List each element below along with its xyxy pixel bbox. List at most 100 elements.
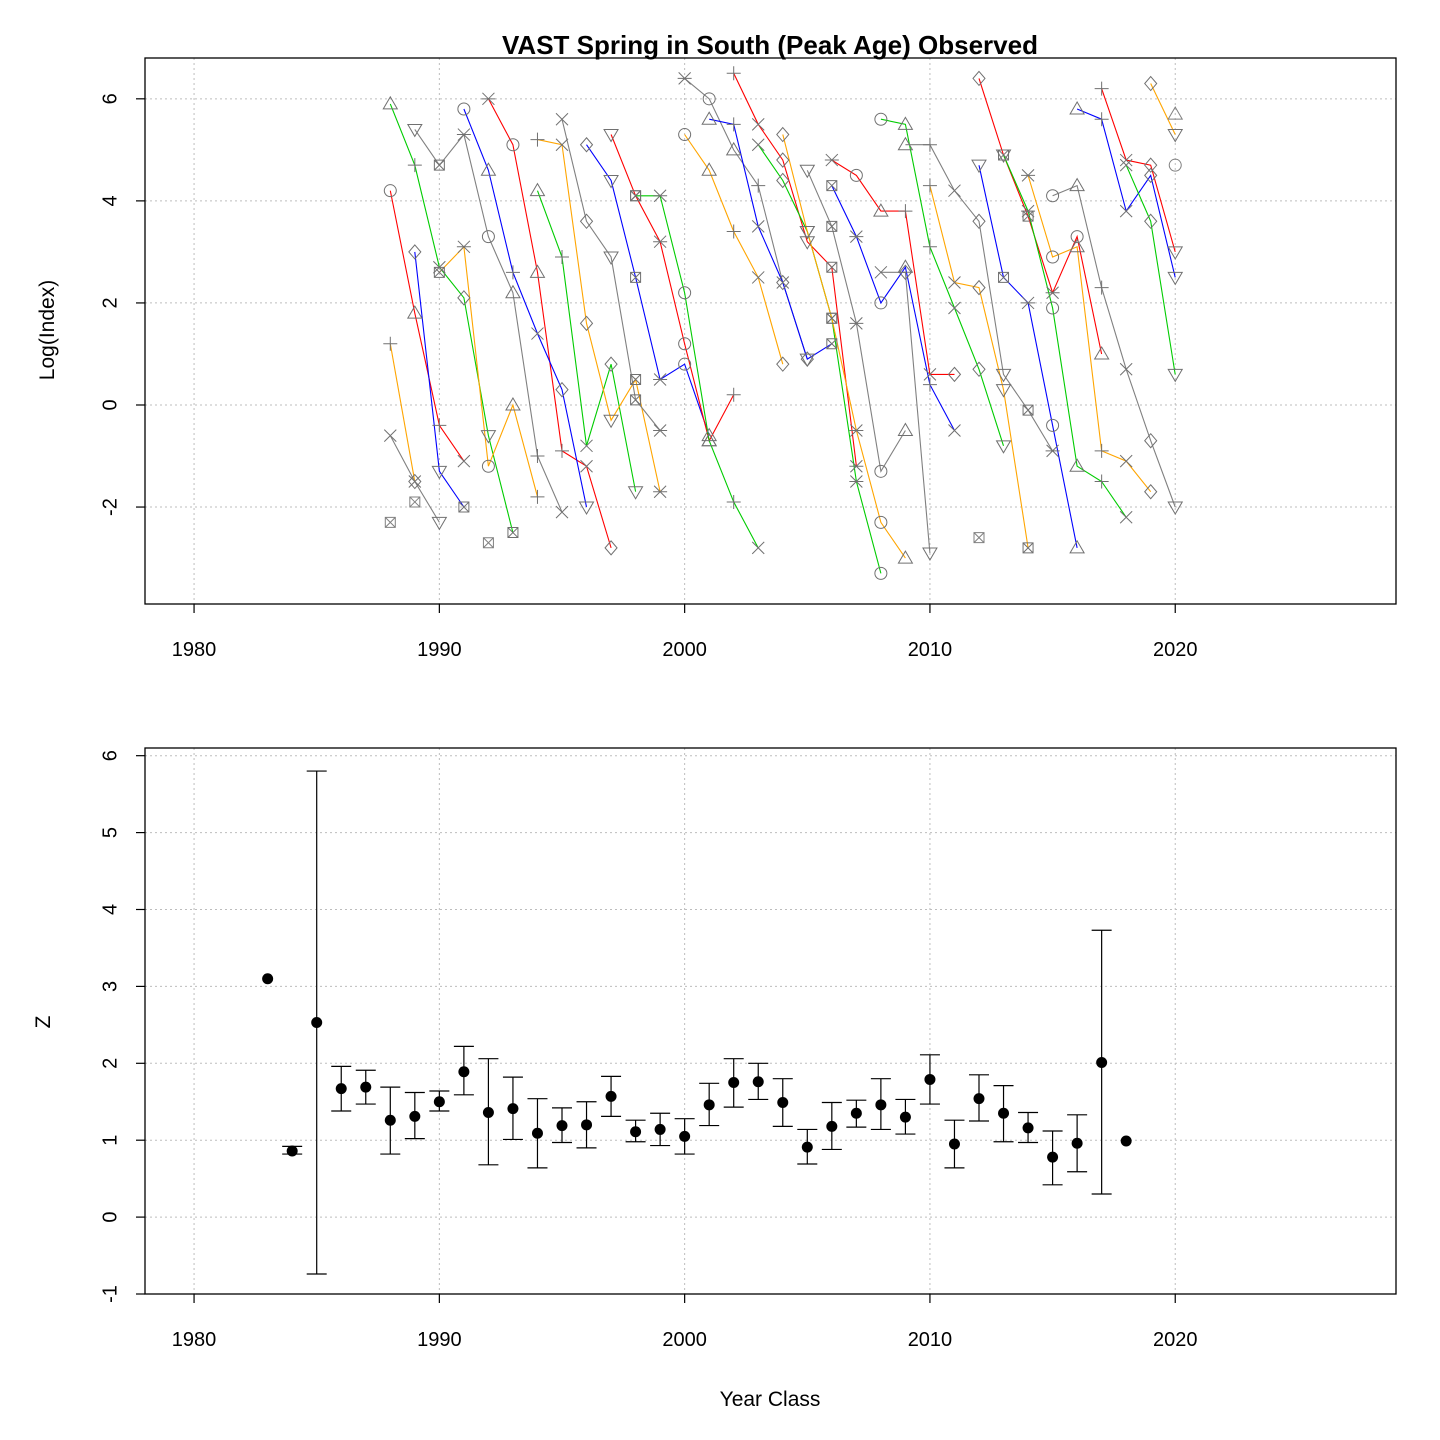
extra-point-1 xyxy=(1167,106,1184,120)
cohort-31-point-5 xyxy=(1144,483,1158,500)
z-point-1985 xyxy=(311,1017,323,1029)
cohort-22-point-2 xyxy=(874,296,888,310)
cohort-30-point-5 xyxy=(1119,510,1133,524)
z-point-1994 xyxy=(531,1127,543,1139)
cohort-line-29 xyxy=(978,165,1078,549)
cohort-28-point-4 xyxy=(1070,230,1084,244)
z-point-2011 xyxy=(948,1138,960,1150)
cohort-16-point-4 xyxy=(776,356,790,372)
bottom-y-axis-title: Z xyxy=(32,1015,55,1028)
cohort-13-point-3 xyxy=(678,337,692,351)
cohort-34-point-3 xyxy=(1167,246,1184,260)
cohort-3-point-2 xyxy=(431,516,448,531)
z-point-2008 xyxy=(875,1099,887,1111)
cohort-2-point-0 xyxy=(383,336,398,351)
cohort-16-point-2 xyxy=(726,224,741,239)
cohort-25-point-6 xyxy=(1045,444,1060,458)
cohort-34-point-0 xyxy=(1094,81,1109,96)
top-gridlines xyxy=(145,58,1396,604)
cohort-0-point-1 xyxy=(406,305,423,319)
cohort-31-point-1 xyxy=(1046,250,1060,264)
top-y-axis-title: Log(Index) xyxy=(36,280,59,380)
cohort-17-point-2 xyxy=(751,220,765,233)
cohort-line-23 xyxy=(831,159,955,375)
cohort-7-point-1 xyxy=(506,138,520,152)
cohort-26-point-3 xyxy=(995,384,1012,398)
cohort-3-point-1 xyxy=(408,473,422,490)
cohort-20-point-3 xyxy=(849,424,864,437)
cohort-line-28 xyxy=(978,78,1103,355)
cohort-17-point-0 xyxy=(701,111,718,125)
cohort-18-point-3 xyxy=(799,236,816,250)
cohort-11-point-3 xyxy=(630,394,642,406)
bottom-xtick-label-1990: 1990 xyxy=(417,1329,462,1351)
cohort-8-point-5 xyxy=(578,501,595,516)
z-point-2000 xyxy=(679,1130,691,1142)
cohort-9-point-2 xyxy=(580,439,593,453)
cohort-11-point-4 xyxy=(653,424,668,437)
cohort-14-point-3 xyxy=(701,432,718,447)
cohort-line-21 xyxy=(806,170,906,473)
cohort-28-point-0 xyxy=(972,70,986,87)
top-xtick-label-1980: 1980 xyxy=(172,639,217,661)
cohort-17-point-5 xyxy=(826,338,838,350)
bottom-xtick-label-2020: 2020 xyxy=(1153,1329,1198,1351)
cohort-1-point-5 xyxy=(507,527,519,539)
cohort-5-point-3 xyxy=(481,230,495,244)
cohort-line-27 xyxy=(880,271,931,554)
cohort-16-point-1 xyxy=(701,162,718,176)
cohort-20-point-5 xyxy=(897,550,914,564)
cohort-5-point-0 xyxy=(406,123,423,138)
cohort-17-point-4 xyxy=(799,353,816,368)
z-point-2015 xyxy=(1047,1151,1059,1163)
cohort-24-point-4 xyxy=(972,361,986,378)
cohort-13-point-2 xyxy=(653,235,668,249)
cohort-19-point-0 xyxy=(751,138,765,152)
cohort-9-point-4 xyxy=(627,486,644,500)
z-point-2018 xyxy=(1120,1135,1132,1147)
cohort-32-point-2 xyxy=(1094,280,1109,295)
bottom-x-ticks: 1980 1990 2000 2010 2020 xyxy=(172,1294,1198,1351)
cohort-11-point-0 xyxy=(555,112,569,126)
extra-point-0 xyxy=(1168,158,1182,172)
cohort-28-point-5 xyxy=(1093,345,1110,360)
cohort-line-15 xyxy=(684,77,808,360)
cohort-14-point-5 xyxy=(751,541,765,555)
cohort-25-point-5 xyxy=(1022,404,1034,416)
cohort-19-point-5 xyxy=(874,566,888,580)
cohort-line-0 xyxy=(389,190,465,462)
cohort-26-point-4 xyxy=(1022,542,1034,554)
cohort-14-point-0 xyxy=(630,190,642,202)
bottom-ytick-label-3: 3 xyxy=(99,981,121,992)
cohort-15-point-1 xyxy=(702,92,716,106)
cohort-23-point-5 xyxy=(947,366,962,383)
cohort-32-point-0 xyxy=(1046,189,1060,203)
bottom-ytick-label--1: -1 xyxy=(99,1285,121,1303)
cohort-31-point-3 xyxy=(1094,443,1109,458)
cohort-4-point-1 xyxy=(431,465,448,480)
cohort-line-32 xyxy=(1052,184,1176,508)
cohort-33-point-3 xyxy=(1144,167,1158,184)
z-point-2001 xyxy=(703,1099,715,1111)
cohort-line-20 xyxy=(782,134,906,559)
extra-point-2 xyxy=(973,532,985,544)
z-panel: Z Year Class 1980 1990 2000 2010 2020 -1 0 1 2 3… xyxy=(32,747,1397,1411)
cohort-34-point-2 xyxy=(1144,157,1158,173)
top-ytick-label-6: 6 xyxy=(99,93,121,104)
cohort-34-point-1 xyxy=(1119,153,1133,167)
cohort-9-point-1 xyxy=(555,250,569,265)
top-point-markers xyxy=(382,66,1184,580)
cohort-15-point-2 xyxy=(725,141,742,156)
cohort-29-point-4 xyxy=(1069,539,1085,554)
cohort-line-13 xyxy=(610,134,735,443)
cohort-1-point-1 xyxy=(407,158,422,173)
cohort-24-point-5 xyxy=(995,440,1012,454)
cohort-7-point-3 xyxy=(555,443,569,458)
cohort-line-30 xyxy=(1002,154,1127,518)
cohort-19-point-1 xyxy=(776,172,790,189)
cohort-10-point-0 xyxy=(530,132,545,147)
cohort-23-point-0 xyxy=(824,153,839,167)
bottom-ytick-label-4: 4 xyxy=(99,904,121,915)
cohort-16-point-3 xyxy=(751,271,765,284)
